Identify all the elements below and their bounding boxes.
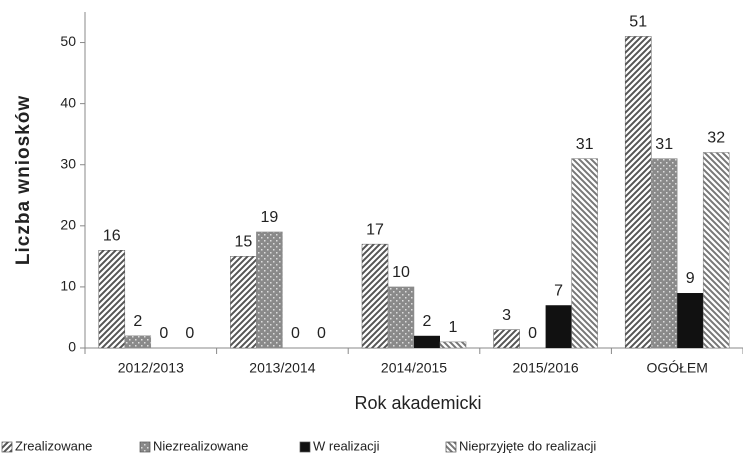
x-tick-label: OGÓŁEM	[646, 360, 707, 376]
value-label: 51	[629, 14, 647, 31]
value-label: 15	[235, 234, 253, 251]
value-label: 0	[185, 325, 194, 342]
x-tick-label: 2012/2013	[118, 360, 184, 376]
value-label: 0	[159, 325, 168, 342]
value-label: 2	[133, 313, 142, 330]
value-label: 0	[317, 325, 326, 342]
value-label: 31	[655, 136, 673, 153]
bar	[545, 305, 572, 348]
bar	[414, 335, 440, 348]
y-tick-label: 50	[60, 33, 76, 49]
bar	[387, 286, 415, 349]
value-label: 9	[686, 270, 695, 287]
value-label: 16	[103, 227, 121, 244]
legend-swatch	[139, 441, 151, 453]
x-tick-label: 2015/2016	[513, 360, 579, 376]
value-label: 32	[707, 130, 725, 147]
bar	[98, 250, 126, 349]
bar	[677, 293, 704, 348]
value-label: 17	[366, 221, 384, 238]
value-label: 0	[528, 325, 537, 342]
y-tick-label: 0	[68, 339, 76, 355]
y-axis-title: Liczba wniosków	[13, 95, 34, 265]
x-axis-title: Rok akademicki	[354, 393, 481, 413]
legend-swatch	[1, 441, 13, 453]
bar	[439, 341, 467, 349]
value-label: 3	[502, 307, 511, 324]
bar	[493, 329, 520, 349]
value-label: 19	[261, 209, 279, 226]
value-label: 1	[449, 319, 458, 336]
value-label: 31	[576, 136, 594, 153]
bar	[256, 231, 283, 349]
y-tick-label: 30	[60, 155, 76, 171]
legend-label: Niezrealizowane	[153, 438, 248, 453]
legend-label: W realizacji	[313, 438, 380, 453]
bar	[702, 152, 730, 349]
value-label: 0	[291, 325, 300, 342]
value-label: 2	[423, 313, 432, 330]
y-tick-label: 10	[60, 278, 76, 294]
x-tick-label: 2014/2015	[381, 360, 447, 376]
bar	[571, 158, 598, 349]
bar	[650, 158, 678, 349]
x-tick-label: 2013/2014	[249, 360, 315, 376]
y-tick-label: 20	[60, 217, 76, 233]
bar	[624, 36, 652, 349]
y-tick-label: 40	[60, 94, 76, 110]
legend-swatch	[299, 441, 311, 453]
bar	[230, 256, 257, 349]
value-label: 7	[554, 282, 563, 299]
legend-label: Zrealizowane	[15, 438, 92, 453]
bar	[124, 335, 152, 349]
bar	[361, 243, 389, 349]
legend-label: Nieprzyjęte do realizacji	[459, 438, 596, 453]
value-label: 10	[392, 264, 410, 281]
legend-swatch	[445, 441, 457, 453]
